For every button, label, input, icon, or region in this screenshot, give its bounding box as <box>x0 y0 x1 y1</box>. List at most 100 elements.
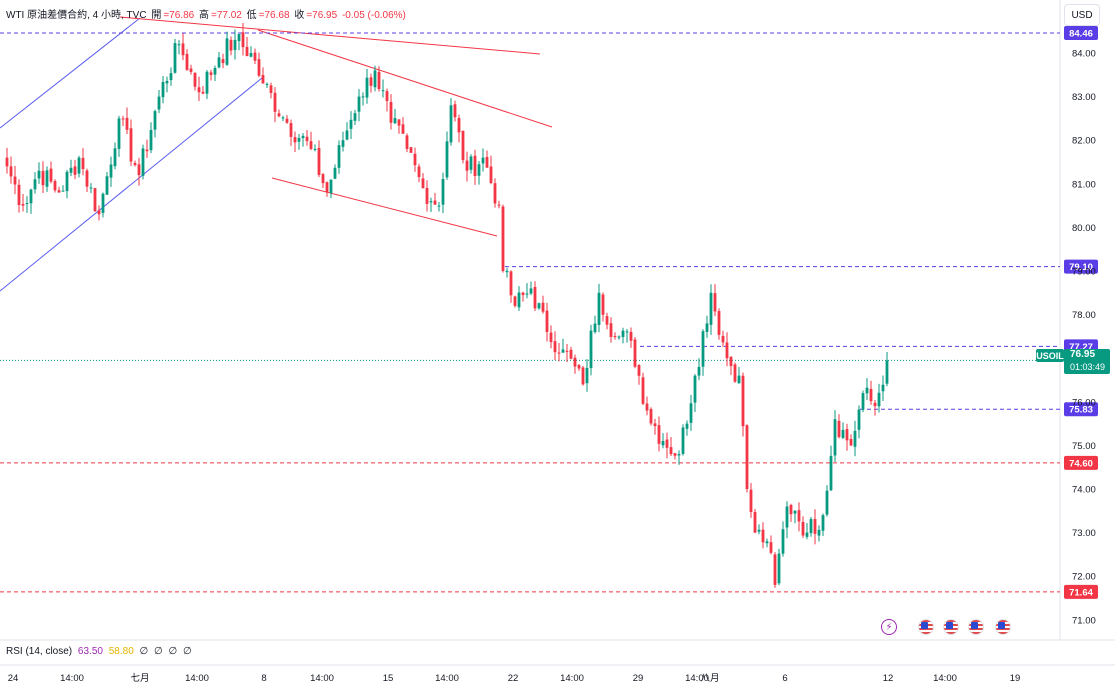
candle-body <box>825 490 829 515</box>
candle-body <box>785 506 789 528</box>
candle-body <box>21 204 25 206</box>
candle-body <box>185 53 189 70</box>
candle-body <box>677 454 681 456</box>
candle-body <box>217 57 221 68</box>
trend-upper-line[interactable] <box>119 16 541 55</box>
x-tick-label: 14:00 <box>560 673 584 684</box>
candle-body <box>461 130 465 160</box>
candle-body <box>649 409 653 424</box>
candle-body <box>169 73 173 81</box>
candle-body <box>329 179 333 194</box>
candle-body <box>81 157 85 170</box>
candle-body <box>45 170 49 187</box>
candle-body <box>85 170 89 187</box>
candle-body <box>321 174 325 184</box>
candle-body <box>401 124 405 134</box>
candle-body <box>473 155 477 177</box>
us-flag-icon[interactable] <box>918 619 934 635</box>
candle-body <box>389 101 393 123</box>
x-tick-label: 8 <box>261 673 266 684</box>
candles <box>5 23 889 588</box>
high-value: =77.02 <box>211 10 242 21</box>
candle-body <box>813 519 817 534</box>
candle-body <box>525 293 529 295</box>
candle-body <box>341 140 345 147</box>
candle-body <box>557 352 561 354</box>
x-tick-label: 14:00 <box>185 673 209 684</box>
economic-events-row: ⚡ <box>0 619 1060 637</box>
candle-body <box>457 118 461 133</box>
candle-body <box>285 118 289 123</box>
candle-body <box>253 52 257 61</box>
candle-body <box>709 292 713 325</box>
candle-body <box>221 59 225 64</box>
channel-upper-line[interactable] <box>0 17 141 129</box>
candle-body <box>533 287 537 309</box>
desc-channel-upper-line[interactable] <box>257 29 553 128</box>
candle-body <box>105 176 109 195</box>
candle-body <box>753 512 757 533</box>
channel-lower-line[interactable] <box>0 77 263 292</box>
candle-body <box>497 204 501 206</box>
rsi-extra: ∅ <box>139 646 149 657</box>
candle-body <box>137 164 141 176</box>
flash-icon[interactable]: ⚡ <box>881 619 897 635</box>
candle-body <box>573 357 577 367</box>
candle-body <box>97 210 101 215</box>
y-tick-label: 78.00 <box>1072 310 1096 321</box>
candle-body <box>261 75 265 84</box>
candle-body <box>365 77 369 98</box>
currency-button[interactable]: USD <box>1064 4 1100 26</box>
candle-body <box>477 164 481 176</box>
candle-body <box>881 384 885 392</box>
y-tick-label: 72.00 <box>1072 572 1096 583</box>
candle-body <box>193 72 197 87</box>
candle-body <box>225 38 229 65</box>
symbol-title[interactable]: WTI 原油差價合約, 4 小時, TVC <box>6 10 147 21</box>
candle-body <box>549 332 553 343</box>
candle-body <box>489 166 493 184</box>
candle-body <box>453 104 457 118</box>
candle-body <box>357 96 361 112</box>
candle-body <box>701 331 705 367</box>
trendlines <box>0 16 553 292</box>
candle-body <box>25 203 29 205</box>
candle-body <box>793 510 797 514</box>
candle-body <box>857 409 861 430</box>
candle-body <box>521 292 525 296</box>
candle-body <box>441 179 445 205</box>
level-label: 79.10 <box>1069 262 1093 273</box>
candle-body <box>437 205 441 207</box>
candle-body <box>721 336 725 343</box>
us-flag-icon[interactable] <box>943 619 959 635</box>
candle-body <box>493 183 497 204</box>
candle-body <box>101 193 105 213</box>
candle-body <box>197 87 201 93</box>
symbol-badge: USOIL <box>1036 349 1064 362</box>
x-tick-label: 29 <box>633 673 644 684</box>
candle-body <box>93 188 97 212</box>
us-flag-icon[interactable] <box>968 619 984 635</box>
us-flag-icon[interactable] <box>995 619 1011 635</box>
x-tick-label: 24 <box>8 673 19 684</box>
candle-body <box>509 271 513 296</box>
candle-body <box>417 166 421 178</box>
candle-body <box>29 189 33 204</box>
candle-body <box>865 387 869 394</box>
candle-body <box>381 90 385 92</box>
candle-body <box>157 96 161 110</box>
rsi-legend[interactable]: RSI (14, close) 63.50 58.80 ∅ ∅ ∅ ∅ <box>6 646 195 657</box>
candle-body <box>845 429 849 441</box>
candle-body <box>393 118 397 124</box>
candle-body <box>673 453 677 456</box>
candle-body <box>645 403 649 411</box>
candle-body <box>361 96 365 98</box>
candle-body <box>585 367 589 384</box>
desc-channel-lower-line[interactable] <box>271 177 498 237</box>
candle-body <box>485 156 489 168</box>
candle-body <box>41 170 45 186</box>
candle-body <box>805 532 809 537</box>
candle-body <box>205 71 209 94</box>
candle-body <box>433 200 437 205</box>
